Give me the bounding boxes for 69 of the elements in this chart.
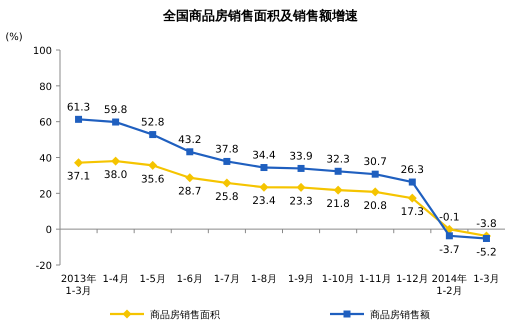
x-tick-label: 1-7月 — [214, 274, 240, 285]
point — [260, 164, 268, 172]
x-tick-label: 1-10月 — [322, 274, 354, 285]
point — [446, 232, 453, 240]
point — [296, 182, 306, 192]
point — [148, 160, 158, 170]
legend-label: 商品房销售面积 — [150, 309, 220, 321]
data-label: 25.8 — [215, 190, 239, 203]
point — [370, 187, 380, 196]
x-tick-label: 2013年 1-3月 — [60, 273, 96, 297]
y-tick-label: 60 — [39, 118, 52, 129]
y-tick-label: 40 — [39, 154, 52, 164]
y-tick-label: 100 — [32, 46, 52, 57]
data-label: 23.3 — [289, 195, 313, 208]
data-label: 20.8 — [364, 200, 387, 212]
data-label: 43.2 — [178, 134, 202, 146]
chart-title: 全国商品房销售面积及销售额增速 — [162, 8, 359, 24]
data-label: 33.9 — [289, 150, 313, 162]
data-label: 61.3 — [66, 101, 90, 114]
point — [111, 156, 120, 166]
point — [75, 116, 82, 123]
point — [112, 118, 120, 126]
point — [74, 158, 84, 168]
x-tick-label: 2014年 1-2月 — [432, 273, 468, 297]
data-label: 52.8 — [141, 116, 164, 129]
y-tick-label: 80 — [39, 82, 52, 93]
data-label: 34.4 — [252, 150, 276, 162]
data-label: 30.7 — [364, 156, 387, 168]
x-tick-label: 1-9月 — [288, 274, 314, 285]
data-label: -3.8 — [476, 218, 497, 230]
data-label: 32.3 — [326, 153, 350, 166]
y-tick-label: -20 — [36, 261, 52, 272]
x-tick-label: 1-4月 — [102, 274, 129, 285]
data-label: -0.1 — [439, 211, 460, 224]
point — [185, 173, 194, 182]
point — [298, 164, 305, 172]
data-label: 23.4 — [252, 195, 276, 208]
x-tick-label: 1-5月 — [140, 274, 166, 285]
point — [372, 170, 379, 178]
point — [223, 158, 230, 165]
data-label: 17.3 — [400, 206, 424, 218]
data-label: -5.2 — [476, 246, 497, 258]
x-tick-label: 1-12月 — [396, 274, 429, 285]
x-tick-label: 1-3月 — [473, 274, 500, 285]
point — [408, 194, 417, 203]
data-label: -3.7 — [439, 244, 460, 256]
data-label: 35.6 — [141, 173, 165, 186]
data-label: 37.8 — [215, 143, 239, 156]
y-tick-label: 0 — [46, 225, 52, 236]
x-tick-label: 1-6月 — [176, 274, 203, 285]
data-label: 26.3 — [400, 164, 424, 176]
point — [149, 131, 156, 138]
data-label: 28.7 — [178, 186, 202, 198]
point — [482, 234, 490, 242]
point — [259, 182, 268, 192]
y-tick-label: 20 — [39, 189, 52, 200]
data-label: 38.0 — [104, 169, 128, 182]
x-tick-label: 1-8月 — [250, 274, 278, 285]
point — [222, 178, 232, 188]
point — [186, 148, 194, 156]
legend-label: 商品房销售额 — [370, 309, 430, 321]
x-tick-label: 1-11月 — [358, 274, 392, 285]
y-axis-title: (%) — [5, 32, 23, 43]
point — [408, 178, 416, 186]
data-label: 21.8 — [326, 198, 350, 210]
point — [334, 168, 342, 175]
data-label: 37.1 — [66, 170, 90, 183]
point — [334, 186, 343, 195]
data-label: 59.8 — [104, 104, 128, 116]
